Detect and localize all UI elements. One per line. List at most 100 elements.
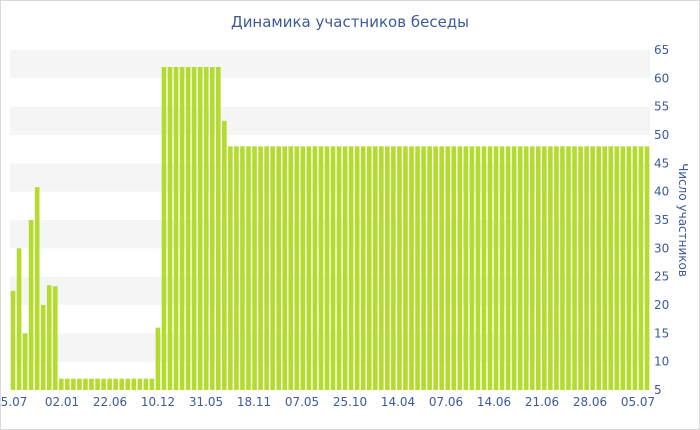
x-tick-label: 31.05 bbox=[189, 395, 223, 409]
bar bbox=[113, 378, 118, 390]
bar bbox=[89, 378, 94, 390]
y-tick-label: 25 bbox=[654, 270, 669, 284]
bar bbox=[288, 146, 294, 390]
bar bbox=[463, 146, 469, 390]
bar bbox=[203, 67, 209, 390]
bar bbox=[469, 146, 475, 390]
bar bbox=[276, 146, 281, 390]
bar bbox=[234, 146, 239, 390]
bar bbox=[215, 67, 221, 390]
bar bbox=[596, 146, 601, 390]
bar bbox=[300, 146, 306, 390]
bar bbox=[28, 220, 34, 390]
x-tick-label: 14.06 bbox=[477, 395, 511, 409]
bar bbox=[318, 146, 324, 390]
bar bbox=[149, 378, 155, 390]
x-tick-label: 07.05 bbox=[285, 395, 319, 409]
y-tick-label: 15 bbox=[654, 326, 669, 340]
bar bbox=[294, 146, 300, 390]
bar bbox=[475, 146, 481, 390]
y-tick-label: 5 bbox=[654, 383, 662, 397]
bar bbox=[608, 146, 614, 390]
bar bbox=[360, 146, 366, 390]
y-tick-label: 30 bbox=[654, 241, 669, 255]
bar bbox=[270, 146, 275, 390]
y-tick-label: 55 bbox=[654, 100, 669, 114]
grid-band bbox=[10, 50, 650, 79]
bar bbox=[191, 67, 197, 390]
bar bbox=[578, 146, 583, 390]
x-tick-label: 02.01 bbox=[45, 395, 79, 409]
y-tick-label: 60 bbox=[654, 71, 669, 85]
bar bbox=[336, 146, 342, 390]
bar bbox=[34, 187, 40, 390]
bar bbox=[560, 146, 565, 390]
bar bbox=[52, 286, 58, 390]
bar bbox=[324, 146, 330, 390]
bar bbox=[409, 146, 414, 390]
bar bbox=[119, 378, 125, 390]
bar bbox=[348, 146, 354, 390]
bar bbox=[403, 146, 408, 390]
bar bbox=[95, 378, 100, 390]
x-tick-label: 28.06 bbox=[573, 395, 607, 409]
bar bbox=[542, 146, 547, 390]
bar bbox=[517, 146, 523, 390]
bar bbox=[282, 146, 288, 390]
bar bbox=[487, 146, 493, 390]
bar bbox=[71, 378, 76, 390]
bar bbox=[602, 146, 608, 390]
y-tick-label: 10 bbox=[654, 355, 669, 369]
grid-band bbox=[10, 220, 650, 249]
bar bbox=[131, 378, 137, 390]
bar bbox=[22, 333, 28, 390]
y-tick-label: 20 bbox=[654, 298, 669, 312]
y-axis-label: Число участников bbox=[676, 163, 690, 277]
bar bbox=[59, 378, 64, 390]
grid-bands bbox=[10, 50, 650, 362]
bar bbox=[523, 146, 529, 390]
bar bbox=[632, 146, 638, 390]
bar bbox=[306, 146, 312, 390]
x-tick-label: 05.07 bbox=[621, 395, 655, 409]
bar bbox=[240, 146, 245, 390]
y-tick-label: 35 bbox=[654, 213, 669, 227]
bar bbox=[427, 146, 432, 390]
bar bbox=[584, 146, 589, 390]
bar bbox=[65, 378, 70, 390]
bar bbox=[143, 378, 149, 390]
bar bbox=[379, 146, 384, 390]
bar bbox=[572, 146, 577, 390]
bar bbox=[77, 378, 82, 390]
bar bbox=[548, 146, 553, 390]
bar bbox=[385, 146, 390, 390]
bar bbox=[590, 146, 595, 390]
grid-band bbox=[10, 163, 650, 192]
bar bbox=[366, 146, 372, 390]
bar bbox=[554, 146, 559, 390]
bar bbox=[433, 146, 438, 390]
bar bbox=[252, 146, 257, 390]
bar bbox=[222, 120, 227, 390]
bar bbox=[312, 146, 318, 390]
x-tick-label: 14.04 bbox=[381, 395, 415, 409]
bar bbox=[511, 146, 517, 390]
bar bbox=[626, 146, 632, 390]
bar bbox=[644, 146, 650, 390]
bar bbox=[397, 146, 402, 390]
bar bbox=[481, 146, 487, 390]
bar bbox=[391, 146, 396, 390]
y-tick-label: 45 bbox=[654, 156, 669, 170]
bar bbox=[264, 146, 269, 390]
bar bbox=[209, 67, 215, 390]
y-tick-label: 40 bbox=[654, 185, 669, 199]
bar bbox=[529, 146, 535, 390]
y-axis-ticks: 5 10 15 20 25 30 35 40 45 50 55 60 65 bbox=[654, 43, 669, 397]
x-tick-label: 25.10 bbox=[333, 395, 367, 409]
bar bbox=[137, 378, 143, 390]
x-tick-label: 07.06 bbox=[429, 395, 463, 409]
bar bbox=[161, 67, 167, 390]
bar bbox=[493, 146, 499, 390]
bar bbox=[499, 146, 505, 390]
bar bbox=[10, 290, 16, 390]
